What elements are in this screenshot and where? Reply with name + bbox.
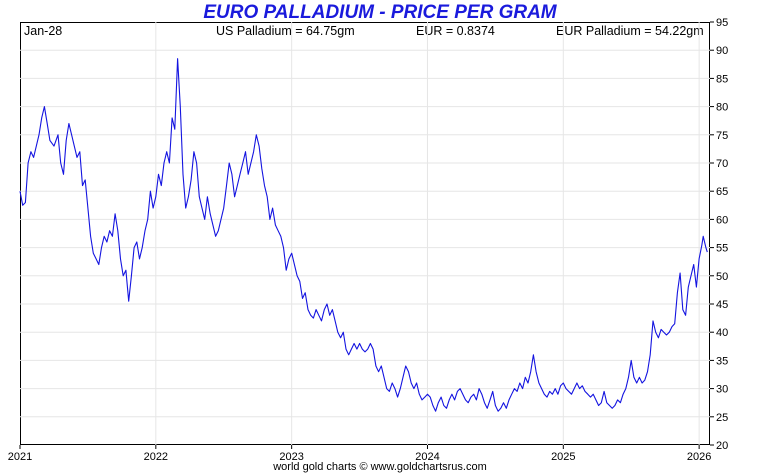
y-tick-label: 50 <box>716 271 728 283</box>
y-tick-label: 20 <box>716 440 728 452</box>
header-eur-rate: EUR = 0.8374 <box>416 24 495 38</box>
x-tick-label: 2024 <box>415 451 439 463</box>
plot-area <box>20 22 710 445</box>
x-tick-label: 2025 <box>551 451 575 463</box>
y-tick-label: 80 <box>716 102 728 114</box>
chart-title: EURO PALLADIUM - PRICE PER GRAM <box>203 2 557 23</box>
y-tick-label: 60 <box>716 214 728 226</box>
y-tick-label: 75 <box>716 130 728 142</box>
header-us-price: US Palladium = 64.75gm <box>216 24 355 38</box>
y-tick-label: 90 <box>716 45 728 57</box>
y-tick-label: 25 <box>716 412 728 424</box>
y-tick-label: 40 <box>716 327 728 339</box>
y-tick-label: 85 <box>716 73 728 85</box>
y-tick-label: 70 <box>716 158 728 170</box>
header-eur-price: EUR Palladium = 54.22gm <box>556 24 704 38</box>
y-tick-label: 55 <box>716 243 728 255</box>
x-tick-label: 2023 <box>279 451 303 463</box>
footer-credit: world gold charts © www.goldchartsrus.co… <box>273 461 487 473</box>
grid-layer <box>20 22 710 445</box>
x-tick-label: 2022 <box>144 451 168 463</box>
y-tick-label: 30 <box>716 384 728 396</box>
price-line <box>19 58 708 412</box>
x-tick-label: 2021 <box>8 451 32 463</box>
y-tick-label: 45 <box>716 299 728 311</box>
line-layer <box>19 58 708 412</box>
x-tick-label: 2026 <box>687 451 711 463</box>
y-tick-label: 65 <box>716 186 728 198</box>
y-tick-label: 95 <box>716 17 728 29</box>
y-tick-label: 35 <box>716 355 728 367</box>
header-date: Jan-28 <box>24 24 63 38</box>
